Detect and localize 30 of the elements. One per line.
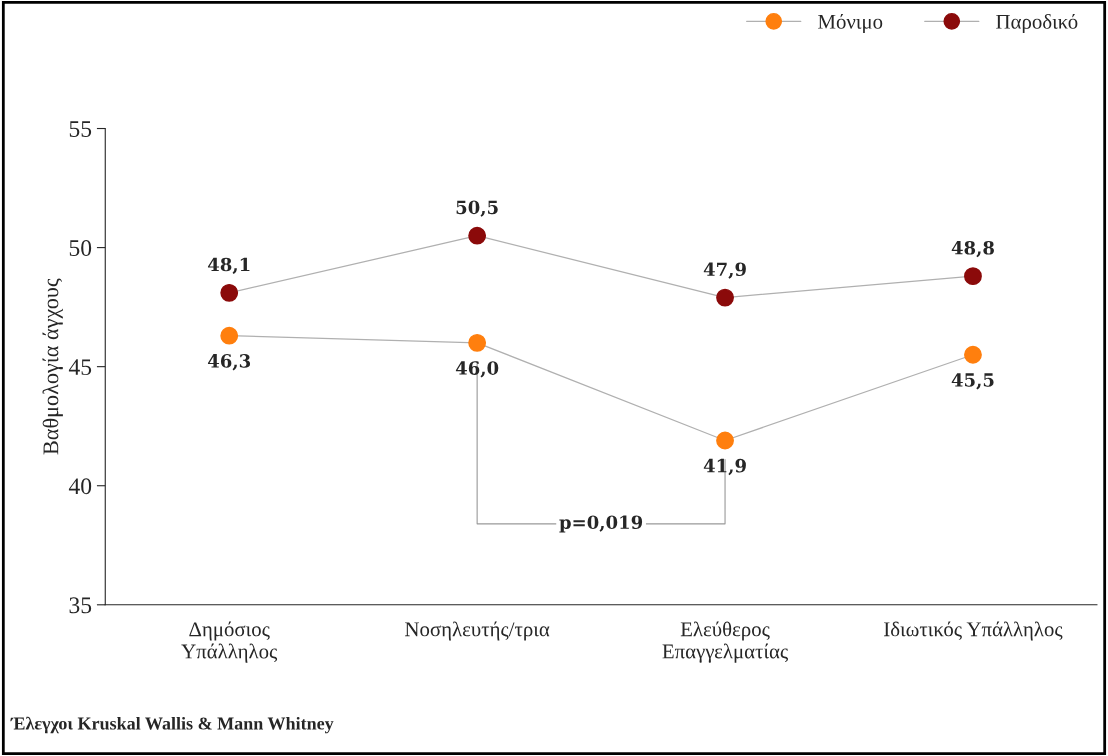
legend-label: Παροδικό: [996, 13, 1078, 34]
data-label: 47,9: [703, 262, 746, 279]
data-label: 48,8: [951, 240, 994, 258]
y-tick-label: 55: [69, 121, 92, 137]
y-tick-label: 50: [69, 240, 92, 257]
data-label: 45,5: [951, 373, 994, 390]
x-tick-label: Δημόσιος Υπάλληλος: [181, 621, 278, 663]
point: [468, 333, 487, 352]
point: [220, 283, 239, 302]
point: [220, 326, 239, 345]
point: [964, 267, 982, 286]
point: [716, 288, 734, 307]
legend-label: Μόνιμο: [818, 13, 883, 34]
point: [964, 345, 982, 364]
x-tick-label: Ιδιωτικός Υπάλληλος: [884, 621, 1063, 641]
data-label: 48,1: [207, 257, 250, 275]
data-label: 41,9: [703, 458, 746, 476]
point: [468, 226, 487, 245]
point: [716, 431, 734, 450]
x-tick-label: Νοσηλευτής/τρια: [405, 621, 550, 641]
y-tick-label: 40: [68, 478, 92, 495]
data-label: 46,3: [207, 354, 251, 371]
data-label: 50,5: [456, 200, 498, 217]
y-tick-label: 45: [68, 359, 92, 376]
x-tick-label: Ελεύθερος Επαγγελματίας: [662, 621, 788, 663]
text: Έλεγχοι Kruskal Wallis & Mann Whitney: [10, 716, 334, 734]
annotation: p=0,019: [559, 515, 643, 533]
y-tick-label: 35: [69, 597, 92, 614]
data-label: 46,0: [455, 361, 499, 378]
y-axis-title: Βαθμολογία άγχους: [42, 278, 63, 455]
